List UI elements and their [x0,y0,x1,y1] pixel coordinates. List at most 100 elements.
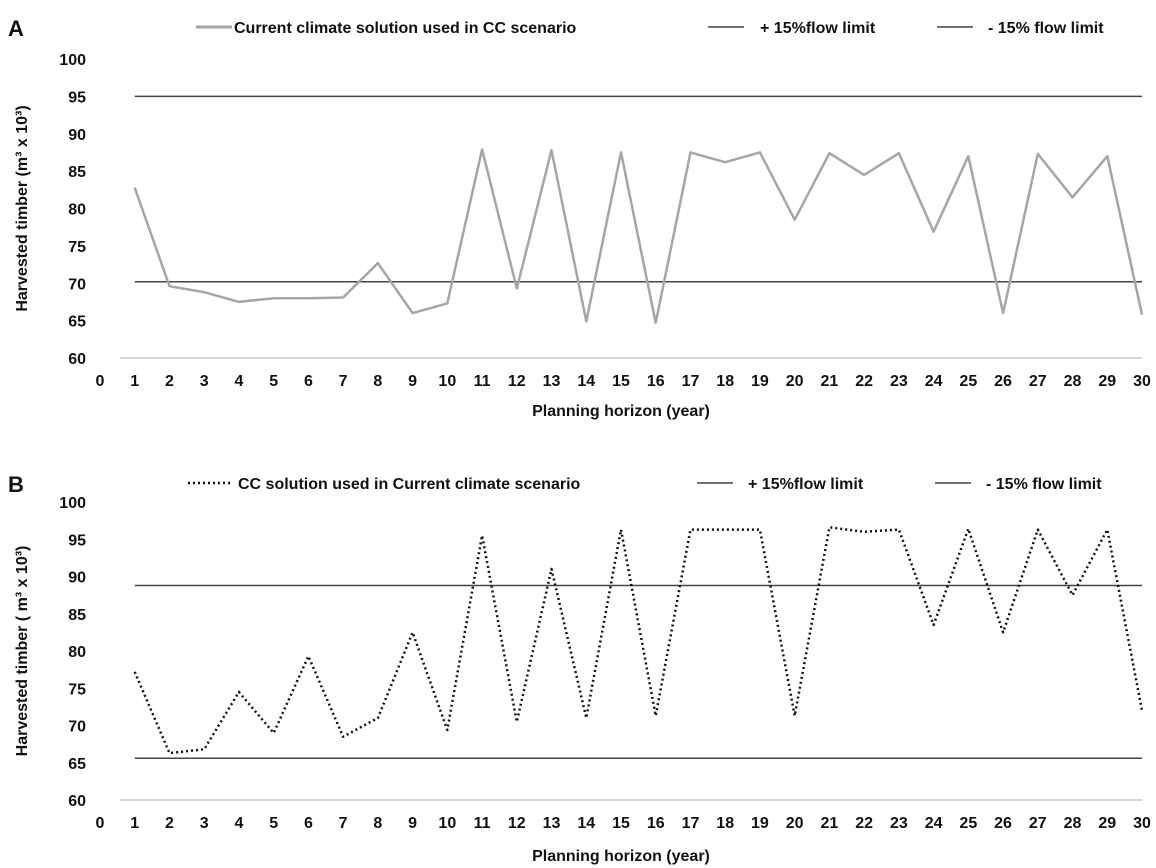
panel-letter-a: A [8,16,24,41]
x-tick-label: 22 [855,815,873,832]
legend-label-series: Current climate solution used in CC scen… [234,20,577,37]
x-tick-labels: 0 1 2 3 4 5 6 7 8 9 10 11 12 13 14 15 16 17 18 19 20 21 22 23 24… [96,373,1151,390]
x-tick-label: 18 [716,815,734,832]
x-tick-label: 30 [1133,815,1151,832]
y-tick-label: 70 [68,719,86,736]
y-axis-title: Harvested timber ( m³ x 10³) [14,546,31,757]
y-tick-label: 95 [68,532,86,549]
legend-b: CC solution used in Current climate scen… [188,476,1102,493]
x-tick-label: 25 [959,373,977,390]
x-tick-label: 5 [269,815,278,832]
x-tick-label: 5 [269,373,278,390]
y-tick-label: 80 [68,202,86,219]
y-tick-label: 65 [68,314,86,331]
x-tick-label: 8 [373,373,382,390]
x-tick-label: 23 [890,815,908,832]
x-tick-label: 26 [994,373,1012,390]
x-tick-label: 13 [543,815,561,832]
x-tick-label: 3 [200,373,209,390]
x-tick-label: 12 [508,815,526,832]
y-tick-label: 80 [68,644,86,661]
x-tick-label: 10 [438,815,456,832]
x-tick-label: 14 [577,373,595,390]
x-tick-label: 0 [96,815,105,832]
x-tick-label: 1 [130,373,139,390]
y-tick-label: 90 [68,570,86,587]
legend-a: Current climate solution used in CC scen… [196,20,1104,37]
x-tick-label: 4 [234,373,243,390]
series-line [133,148,1144,325]
series-lines [133,148,1144,325]
x-tick-labels: 0 1 2 3 4 5 6 7 8 9 10 11 12 13 14 15 16 17 18 19 20 21 22 23 24… [96,815,1151,832]
x-tick-label: 24 [925,373,943,390]
x-tick-label: 19 [751,815,769,832]
x-tick-label: 28 [1064,815,1082,832]
x-tick-label: 2 [165,373,174,390]
legend-label-lower-limit: - 15% flow limit [986,476,1102,493]
x-tick-label: 15 [612,373,630,390]
legend-label-series: CC solution used in Current climate scen… [238,476,581,493]
y-tick-labels: 60 65 70 75 80 85 90 95 100 [59,52,86,368]
x-tick-label: 21 [821,815,839,832]
y-tick-label: 100 [59,52,86,69]
x-tick-label: 16 [647,815,665,832]
x-tick-label: 11 [474,815,491,832]
panel-letter-b: B [8,472,24,497]
x-tick-label: 1 [130,815,139,832]
y-tick-label: 100 [59,495,86,512]
x-tick-label: 12 [508,373,526,390]
x-tick-label: 23 [890,373,908,390]
y-tick-label: 90 [68,127,86,144]
x-tick-label: 28 [1064,373,1082,390]
x-tick-label: 8 [373,815,382,832]
x-tick-label: 9 [408,815,417,832]
x-tick-label: 27 [1029,815,1047,832]
x-tick-label: 4 [234,815,243,832]
x-tick-label: 13 [543,373,561,390]
x-tick-label: 21 [821,373,839,390]
x-tick-label: 17 [682,815,700,832]
x-tick-label: 7 [339,815,348,832]
x-tick-label: 16 [647,373,665,390]
x-tick-label: 2 [165,815,174,832]
y-tick-label: 60 [68,351,86,368]
y-tick-label: 60 [68,793,86,810]
x-tick-label: 29 [1098,373,1116,390]
x-tick-label: 19 [751,373,769,390]
x-tick-label: 25 [959,815,977,832]
y-tick-label: 85 [68,164,86,181]
x-tick-label: 3 [200,815,209,832]
x-axis-title: Planning horizon (year) [532,403,710,420]
legend-label-upper-limit: + 15%flow limit [748,476,864,493]
series-line [133,526,1144,755]
y-tick-label: 75 [68,681,86,698]
x-tick-label: 20 [786,373,804,390]
x-tick-label: 30 [1133,373,1151,390]
x-tick-label: 27 [1029,373,1047,390]
chart-panel-a: A Current climate solution used in CC sc… [8,16,1151,420]
y-tick-label: 75 [68,239,86,256]
y-tick-label: 70 [68,276,86,293]
x-tick-label: 6 [304,373,313,390]
legend-label-upper-limit: + 15%flow limit [760,20,876,37]
x-tick-label: 24 [925,815,943,832]
x-tick-label: 26 [994,815,1012,832]
x-tick-label: 29 [1098,815,1116,832]
y-axis-title: Harvested timber (m³ x 10³) [14,105,31,311]
y-tick-label: 95 [68,89,86,106]
x-tick-label: 7 [339,373,348,390]
flow-limits [134,95,1142,283]
y-tick-label: 65 [68,756,86,773]
x-tick-label: 9 [408,373,417,390]
x-axis-title: Planning horizon (year) [532,848,710,865]
x-tick-label: 17 [682,373,700,390]
x-tick-label: 10 [438,373,456,390]
x-tick-label: 14 [577,815,595,832]
flow-limits [134,584,1142,760]
y-tick-labels: 60 65 70 75 80 85 90 95 100 [59,495,86,810]
y-tick-label: 85 [68,607,86,624]
x-tick-label: 18 [716,373,734,390]
series-lines [133,526,1144,755]
x-tick-label: 15 [612,815,630,832]
